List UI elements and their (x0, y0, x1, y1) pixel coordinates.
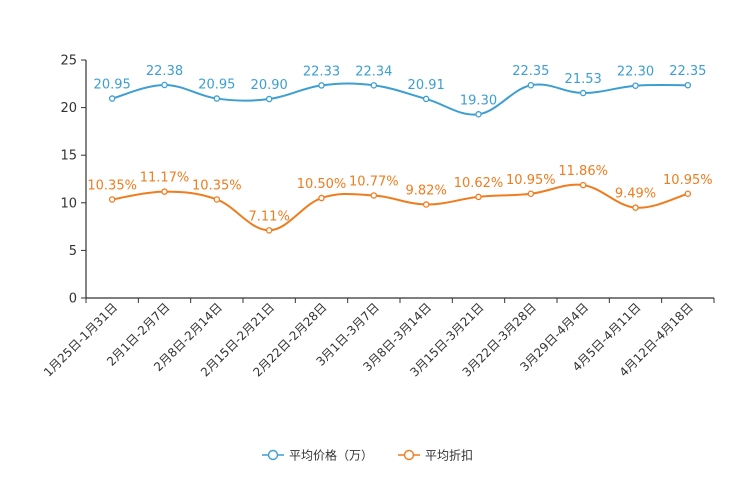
data-label: 20.90 (251, 78, 288, 93)
data-point[interactable] (475, 111, 482, 118)
data-point[interactable] (161, 188, 168, 195)
y-tick-label: 25 (60, 54, 77, 69)
data-label: 20.95 (198, 78, 235, 93)
data-point[interactable] (213, 196, 221, 203)
data-label: 20.95 (94, 78, 131, 93)
data-point[interactable] (265, 227, 273, 234)
data-point[interactable] (370, 82, 378, 89)
data-label: 10.62% (454, 176, 504, 191)
legend-item-average-discount[interactable]: 平均折扣 (398, 448, 473, 463)
series-average-discount: 10.35%11.17%10.35% 7.11% 10.50% 10.77% 9.82%… (87, 164, 713, 234)
data-point[interactable] (108, 196, 116, 203)
data-label: 22.35 (512, 64, 549, 79)
data-label: 20.91 (408, 78, 445, 93)
data-point[interactable] (422, 95, 430, 103)
legend-marker-icon (403, 449, 415, 461)
data-point[interactable] (579, 181, 587, 189)
data-label: 10.95% (506, 173, 556, 188)
data-point[interactable] (527, 190, 535, 198)
data-point[interactable] (370, 192, 378, 199)
data-point[interactable] (108, 95, 116, 102)
data-point[interactable] (318, 194, 325, 202)
data-point[interactable] (213, 95, 221, 102)
data-point[interactable] (579, 89, 587, 97)
data-label: 22.33 (303, 64, 340, 79)
data-point[interactable] (632, 82, 639, 89)
data-point[interactable] (265, 95, 273, 103)
x-tick-label: 1月25日-1月31日 (41, 300, 120, 379)
y-tick-label: 20 (60, 101, 77, 116)
series-average-price: 20.95 22.38 20.95 20.90 22.33 22.34 20.91 19.30… (94, 64, 706, 118)
y-tick-label: 10 (60, 196, 77, 211)
data-label: 10.77% (349, 174, 399, 189)
data-label: 22.34 (355, 64, 392, 79)
chart-axes: 05101520251月25日-1月31日2月1日-2月7日2月8日-2月14日… (41, 54, 715, 380)
legend-label: 平均折扣 (425, 448, 473, 463)
data-label: 10.95% (663, 173, 713, 188)
data-label: 11.17% (140, 171, 190, 186)
data-point[interactable] (475, 193, 482, 201)
data-point[interactable] (161, 81, 168, 89)
y-tick-label: 15 (60, 149, 77, 164)
legend-marker-icon (267, 449, 279, 461)
chart-series: 20.95 22.38 20.95 20.90 22.33 22.34 20.91 19.30… (87, 64, 713, 234)
data-label: 10.35% (87, 178, 137, 193)
legend-item-average-price[interactable]: 平均价格（万） (262, 448, 373, 463)
chart-legend[interactable]: 平均价格（万） 平均折扣 (262, 448, 473, 463)
data-label: 9.82% (406, 184, 447, 199)
data-label: 7.11% (249, 209, 290, 224)
data-label: 19.30 (460, 93, 497, 108)
data-label: 9.49% (615, 187, 656, 202)
data-point[interactable] (684, 190, 692, 198)
data-point[interactable] (527, 81, 535, 89)
data-label: 10.50% (297, 177, 347, 192)
data-label: 11.86% (558, 164, 608, 179)
data-point[interactable] (318, 82, 325, 89)
data-label: 10.35% (192, 178, 242, 193)
data-label: 22.38 (146, 64, 183, 79)
data-point[interactable] (422, 201, 430, 208)
series-line (111, 82, 688, 116)
legend-label: 平均价格（万） (289, 448, 373, 463)
y-tick-label: 0 (69, 292, 77, 307)
data-label: 22.35 (669, 64, 706, 79)
y-tick-label: 5 (69, 244, 77, 259)
data-label: 21.53 (565, 72, 602, 87)
data-label: 22.30 (617, 65, 654, 80)
data-point[interactable] (684, 81, 692, 89)
data-point[interactable] (632, 204, 639, 211)
